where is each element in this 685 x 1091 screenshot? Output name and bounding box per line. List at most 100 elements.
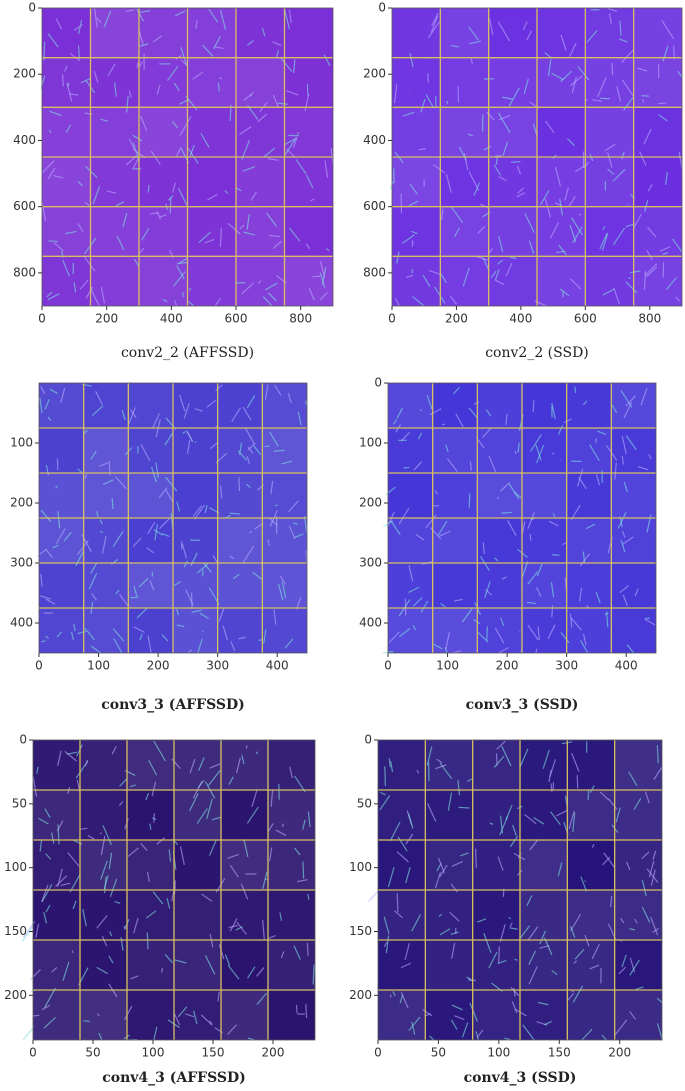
y-tick-label: 300 xyxy=(10,556,33,570)
feature-tile xyxy=(611,563,656,608)
feature-stroke xyxy=(429,1035,435,1041)
feature-stroke xyxy=(411,1021,416,1035)
feature-stroke xyxy=(195,19,198,29)
caption: conv2_2 (AFFSSD) xyxy=(121,345,254,361)
feature-stroke xyxy=(629,957,636,973)
feature-tile xyxy=(520,890,568,940)
feature-stroke xyxy=(650,869,656,886)
feature-stroke xyxy=(572,985,584,1003)
y-tick-label: 300 xyxy=(359,556,382,570)
feature-stroke xyxy=(512,824,517,836)
feature-stroke xyxy=(591,843,595,848)
feature-stroke xyxy=(252,571,263,580)
feature-stroke xyxy=(48,240,58,243)
feature-stroke xyxy=(408,200,419,207)
feature-tile xyxy=(139,57,188,108)
x-tick-label: 200 xyxy=(147,659,170,673)
feature-stroke xyxy=(147,184,150,193)
feature-stroke xyxy=(398,507,410,525)
feature-stroke xyxy=(637,466,649,471)
feature-tile xyxy=(522,518,567,563)
feature-stroke xyxy=(426,803,437,822)
feature-stroke xyxy=(173,1012,181,1026)
feature-stroke xyxy=(454,1015,465,1021)
feature-stroke xyxy=(601,1034,607,1041)
feature-stroke xyxy=(601,233,609,251)
y-tick-label: 200 xyxy=(363,67,386,81)
feature-stroke xyxy=(405,833,414,845)
feature-stroke xyxy=(517,442,520,453)
feature-stroke xyxy=(273,609,277,625)
feature-stroke xyxy=(62,259,70,277)
feature-stroke xyxy=(462,267,470,287)
feature-stroke xyxy=(602,856,611,866)
feature-stroke xyxy=(302,819,306,830)
feature-stroke xyxy=(99,519,103,525)
feature-stroke xyxy=(396,251,400,264)
feature-tile xyxy=(392,57,441,108)
feature-stroke xyxy=(246,213,250,230)
feature-stroke xyxy=(648,454,652,460)
feature-tile xyxy=(285,58,334,108)
feature-stroke xyxy=(628,771,638,787)
feature-stroke xyxy=(295,159,307,175)
feature-stroke xyxy=(227,853,239,859)
feature-stroke xyxy=(227,222,241,235)
feature-stroke xyxy=(438,530,451,537)
feature-stroke xyxy=(394,297,400,307)
feature-stroke xyxy=(238,477,241,492)
feature-stroke xyxy=(140,842,148,851)
feature-tile xyxy=(520,740,567,790)
y-tick-label: 100 xyxy=(4,860,27,874)
feature-stroke xyxy=(293,522,298,525)
feature-stroke xyxy=(396,893,399,913)
feature-stroke xyxy=(115,590,120,595)
y-tick-label: 0 xyxy=(19,733,27,747)
feature-stroke xyxy=(107,63,116,77)
feature-stroke xyxy=(41,884,49,902)
feature-stroke xyxy=(324,160,329,178)
feature-stroke xyxy=(75,551,84,567)
feature-tile xyxy=(221,990,268,1040)
feature-stroke xyxy=(647,226,657,238)
feature-stroke xyxy=(470,58,474,64)
feature-stroke xyxy=(106,190,117,194)
feature-stroke xyxy=(477,225,486,234)
feature-tile xyxy=(633,256,682,306)
feature-stroke xyxy=(522,21,528,31)
feature-stroke xyxy=(40,75,46,90)
feature-stroke xyxy=(422,1009,433,1017)
y-tick-label: 600 xyxy=(363,199,386,213)
feature-stroke xyxy=(451,1004,463,1011)
plot-frame xyxy=(387,382,657,654)
feature-stroke xyxy=(621,530,626,538)
feature-stroke xyxy=(79,279,89,290)
feature-stroke xyxy=(387,866,395,888)
feature-stroke xyxy=(217,82,220,92)
feature-stroke xyxy=(468,171,480,191)
feature-stroke xyxy=(206,798,213,819)
feature-stroke xyxy=(585,523,596,530)
feature-stroke xyxy=(132,537,142,547)
feature-stroke xyxy=(383,941,388,947)
feature-stroke xyxy=(262,296,273,307)
feature-stroke xyxy=(435,764,447,770)
feature-stroke xyxy=(123,1005,133,1021)
feature-stroke xyxy=(488,951,498,969)
feature-stroke xyxy=(267,292,277,302)
feature-stroke xyxy=(136,8,144,22)
feature-stroke xyxy=(497,856,504,871)
feature-stroke xyxy=(196,808,208,824)
feature-stroke xyxy=(250,191,257,201)
feature-stroke xyxy=(174,300,178,307)
feature-stroke xyxy=(200,1014,213,1026)
feature-stroke xyxy=(286,90,299,96)
feature-stroke xyxy=(244,426,256,445)
feature-stroke xyxy=(246,40,254,46)
feature-stroke xyxy=(535,648,538,654)
feature-stroke xyxy=(469,461,472,471)
feature-stroke xyxy=(199,612,209,620)
feature-stroke xyxy=(428,269,441,276)
feature-stroke xyxy=(501,745,512,767)
feature-stroke xyxy=(452,386,461,395)
